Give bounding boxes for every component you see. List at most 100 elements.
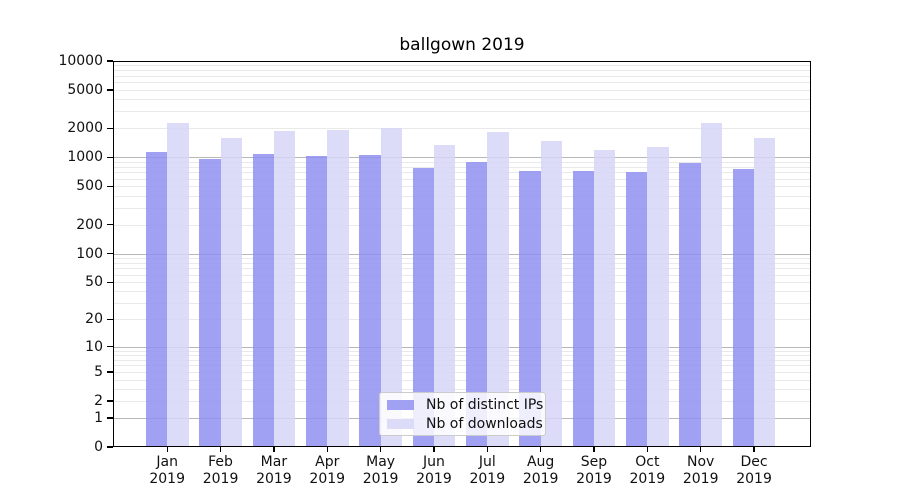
gridline-500 [113,186,811,188]
y-tick-label-5000: 5000 [67,82,103,99]
legend-swatch-downloads [387,418,414,429]
x-tick-label-year: 2019 [682,470,719,487]
gridline-8000 [113,70,811,72]
legend-label-downloads: Nb of downloads [426,415,543,432]
x-tick-label-sep: Sep 2019 [562,454,626,487]
gridline-200 [113,224,811,226]
x-tick-label-month: Sep [580,454,608,470]
x-tick-label-apr: Apr 2019 [295,454,359,487]
x-tick-label-year: 2019 [576,470,612,487]
gridline-7000 [113,75,811,77]
x-tick-label-year: 2019 [522,470,559,487]
gridline-900 [113,161,811,163]
x-tick-label-month: May [366,454,396,470]
plot-area [113,61,811,447]
x-tick-label-nov: Nov 2019 [669,454,733,487]
bar-distinct-ips-feb [199,158,221,447]
y-tick-500 [107,185,113,188]
bar-distinct-ips-oct [625,172,648,447]
gridline-600 [113,178,811,180]
x-tick-sep [593,447,595,452]
gridline-800 [113,166,811,168]
x-tick-dec [753,447,755,452]
bar-distinct-ips-jan [145,152,168,447]
bar-downloads-nov [700,122,723,447]
gridline-5000 [113,90,811,92]
legend-row-downloads: Nb of downloads [387,416,543,432]
bar-downloads-mar [273,131,296,447]
x-tick-label-month: Aug [526,454,555,470]
gridline-4000 [113,99,811,101]
x-tick-label-year: 2019 [309,470,346,487]
chart-title: ballgown 2019 [399,35,525,55]
x-tick-label-year: 2019 [256,470,292,487]
bar-distinct-ips-jul [465,161,488,447]
gridline-700 [113,172,811,174]
legend-row-distinct-ips: Nb of distinct IPs [387,397,543,413]
gridline-6 [113,365,811,367]
x-tick-label-month: Dec [740,454,768,470]
legend-swatch-distinct-ips [387,399,414,410]
gridline-10 [113,346,811,348]
y-tick-label-5: 5 [94,363,103,380]
y-tick-10 [107,345,113,348]
y-tick-label-20: 20 [85,311,103,328]
bar-distinct-ips-aug [519,170,541,447]
y-tick-2000 [107,127,113,130]
x-tick-label-month: Nov [687,454,715,470]
x-tick-label-year: 2019 [416,470,452,487]
bar-downloads-may [380,128,402,447]
x-tick-label-mar: Mar 2019 [242,454,306,487]
legend-label-distinct-ips: Nb of distinct IPs [426,396,544,413]
y-tick-label-1000: 1000 [67,149,103,166]
y-tick-label-2: 2 [94,392,103,409]
bar-downloads-jan [167,123,189,447]
y-tick-10000 [107,60,113,62]
x-tick-label-year: 2019 [362,470,399,487]
x-tick-apr [326,447,328,452]
gridline-30 [113,303,811,305]
x-tick-feb [219,447,222,452]
x-tick-label-year: 2019 [469,470,506,487]
x-tick-aug [539,447,542,452]
x-tick-label-aug: Aug 2019 [509,454,573,487]
gridline-3000 [113,111,811,113]
gridline-6000 [113,82,811,84]
gridline-1000 [113,157,811,159]
x-tick-label-jul: Jul 2019 [455,454,519,487]
y-tick-label-500: 500 [76,178,103,195]
bar-distinct-ips-mar [252,154,274,447]
x-tick-label-month: Feb [208,454,233,470]
gridline-70 [113,268,811,270]
x-tick-label-jan: Jan 2019 [135,454,199,487]
y-tick-100 [107,252,113,255]
y-tick-50 [107,281,113,283]
bar-distinct-ips-nov [679,162,701,447]
bar-downloads-dec [754,138,776,447]
bar-downloads-jul [487,131,509,447]
gridline-400 [113,195,811,197]
gridline-7 [113,359,811,361]
y-tick-5000 [107,89,113,91]
x-tick-label-year: 2019 [629,470,666,487]
gridline-90 [113,257,811,259]
bar-distinct-ips-may [359,155,381,447]
gridline-8 [113,354,811,356]
bar-downloads-oct [647,146,669,447]
bar-downloads-aug [540,141,563,447]
bar-downloads-feb [220,138,242,447]
bar-distinct-ips-jun [412,168,434,447]
x-tick-label-year: 2019 [202,470,239,487]
y-tick-20 [107,318,113,321]
gridline-5 [113,371,811,373]
y-tick-200 [107,224,113,226]
y-tick-label-0: 0 [94,439,103,455]
y-tick-label-100: 100 [76,245,103,262]
x-tick-label-month: Apr [315,454,340,470]
x-tick-label-jun: Jun 2019 [402,454,466,487]
gridline-40 [113,291,811,293]
gridline-100 [113,253,811,255]
x-tick-jun [433,447,435,452]
gridline-20 [113,319,811,321]
